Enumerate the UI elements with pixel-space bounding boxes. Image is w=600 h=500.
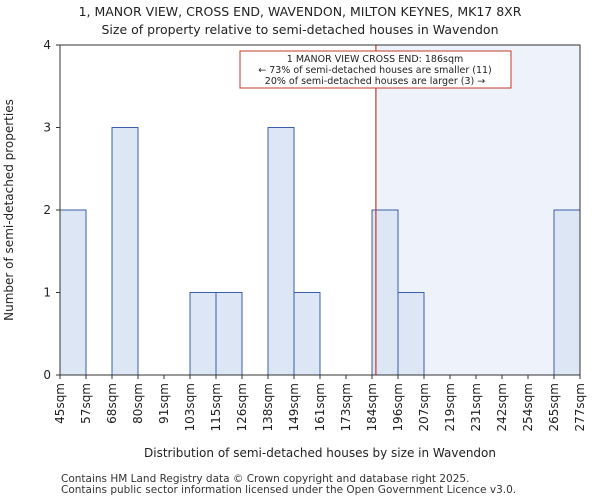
chart-title: 1, MANOR VIEW, CROSS END, WAVENDON, MILT… xyxy=(78,4,522,19)
footer-licence: Contains public sector information licen… xyxy=(61,484,517,496)
x-tick-label: 91sqm xyxy=(157,383,171,424)
histogram-bar xyxy=(267,127,295,376)
x-tick-label: 68sqm xyxy=(105,383,119,424)
histogram-bar xyxy=(215,292,243,376)
x-tick-label: 115sqm xyxy=(209,383,223,431)
annotation-line-3: 20% of semi-detached houses are larger (… xyxy=(265,76,485,87)
x-tick-label: 207sqm xyxy=(417,383,431,431)
footer-copyright: Contains HM Land Registry data © Crown c… xyxy=(61,473,470,485)
x-tick-label: 80sqm xyxy=(131,383,145,424)
x-tick-label: 277sqm xyxy=(573,383,587,431)
histogram-bar xyxy=(553,209,581,376)
histogram-bar xyxy=(397,292,425,376)
histogram-bar xyxy=(59,209,87,376)
chart-subtitle: Size of property relative to semi-detach… xyxy=(101,22,499,37)
y-tick-label: 2 xyxy=(43,203,51,217)
x-tick-label: 138sqm xyxy=(261,383,275,431)
x-tick-label: 103sqm xyxy=(183,383,197,431)
x-tick-label: 196sqm xyxy=(391,383,405,431)
y-axis-label: Number of semi-detached properties xyxy=(2,99,16,321)
annotation-line-1: 1 MANOR VIEW CROSS END: 186sqm xyxy=(287,54,463,65)
histogram-bar xyxy=(111,127,139,376)
x-tick-label: 161sqm xyxy=(313,383,327,431)
y-tick-label: 1 xyxy=(43,286,51,300)
x-tick-label: 149sqm xyxy=(287,383,301,431)
annotation-box xyxy=(239,50,512,89)
annotation-line-2: ← 73% of semi-detached houses are smalle… xyxy=(258,65,492,76)
x-tick-label: 242sqm xyxy=(495,383,509,431)
x-tick-label: 219sqm xyxy=(443,383,457,431)
histogram-bar xyxy=(293,292,321,376)
x-tick-label: 231sqm xyxy=(469,383,483,431)
histogram-bar xyxy=(189,292,217,376)
x-tick-label: 57sqm xyxy=(79,383,93,424)
x-axis-label: Distribution of semi-detached houses by … xyxy=(144,446,496,460)
x-tick-label: 265sqm xyxy=(547,383,561,431)
y-tick-label: 0 xyxy=(43,368,51,382)
x-tick-label: 173sqm xyxy=(339,383,353,431)
y-tick-label: 3 xyxy=(43,121,51,135)
x-tick-label: 254sqm xyxy=(521,383,535,431)
x-tick-label: 184sqm xyxy=(365,383,379,431)
x-tick-label: 126sqm xyxy=(235,383,249,431)
x-tick-label: 45sqm xyxy=(53,383,67,424)
y-tick-label: 4 xyxy=(43,38,51,52)
